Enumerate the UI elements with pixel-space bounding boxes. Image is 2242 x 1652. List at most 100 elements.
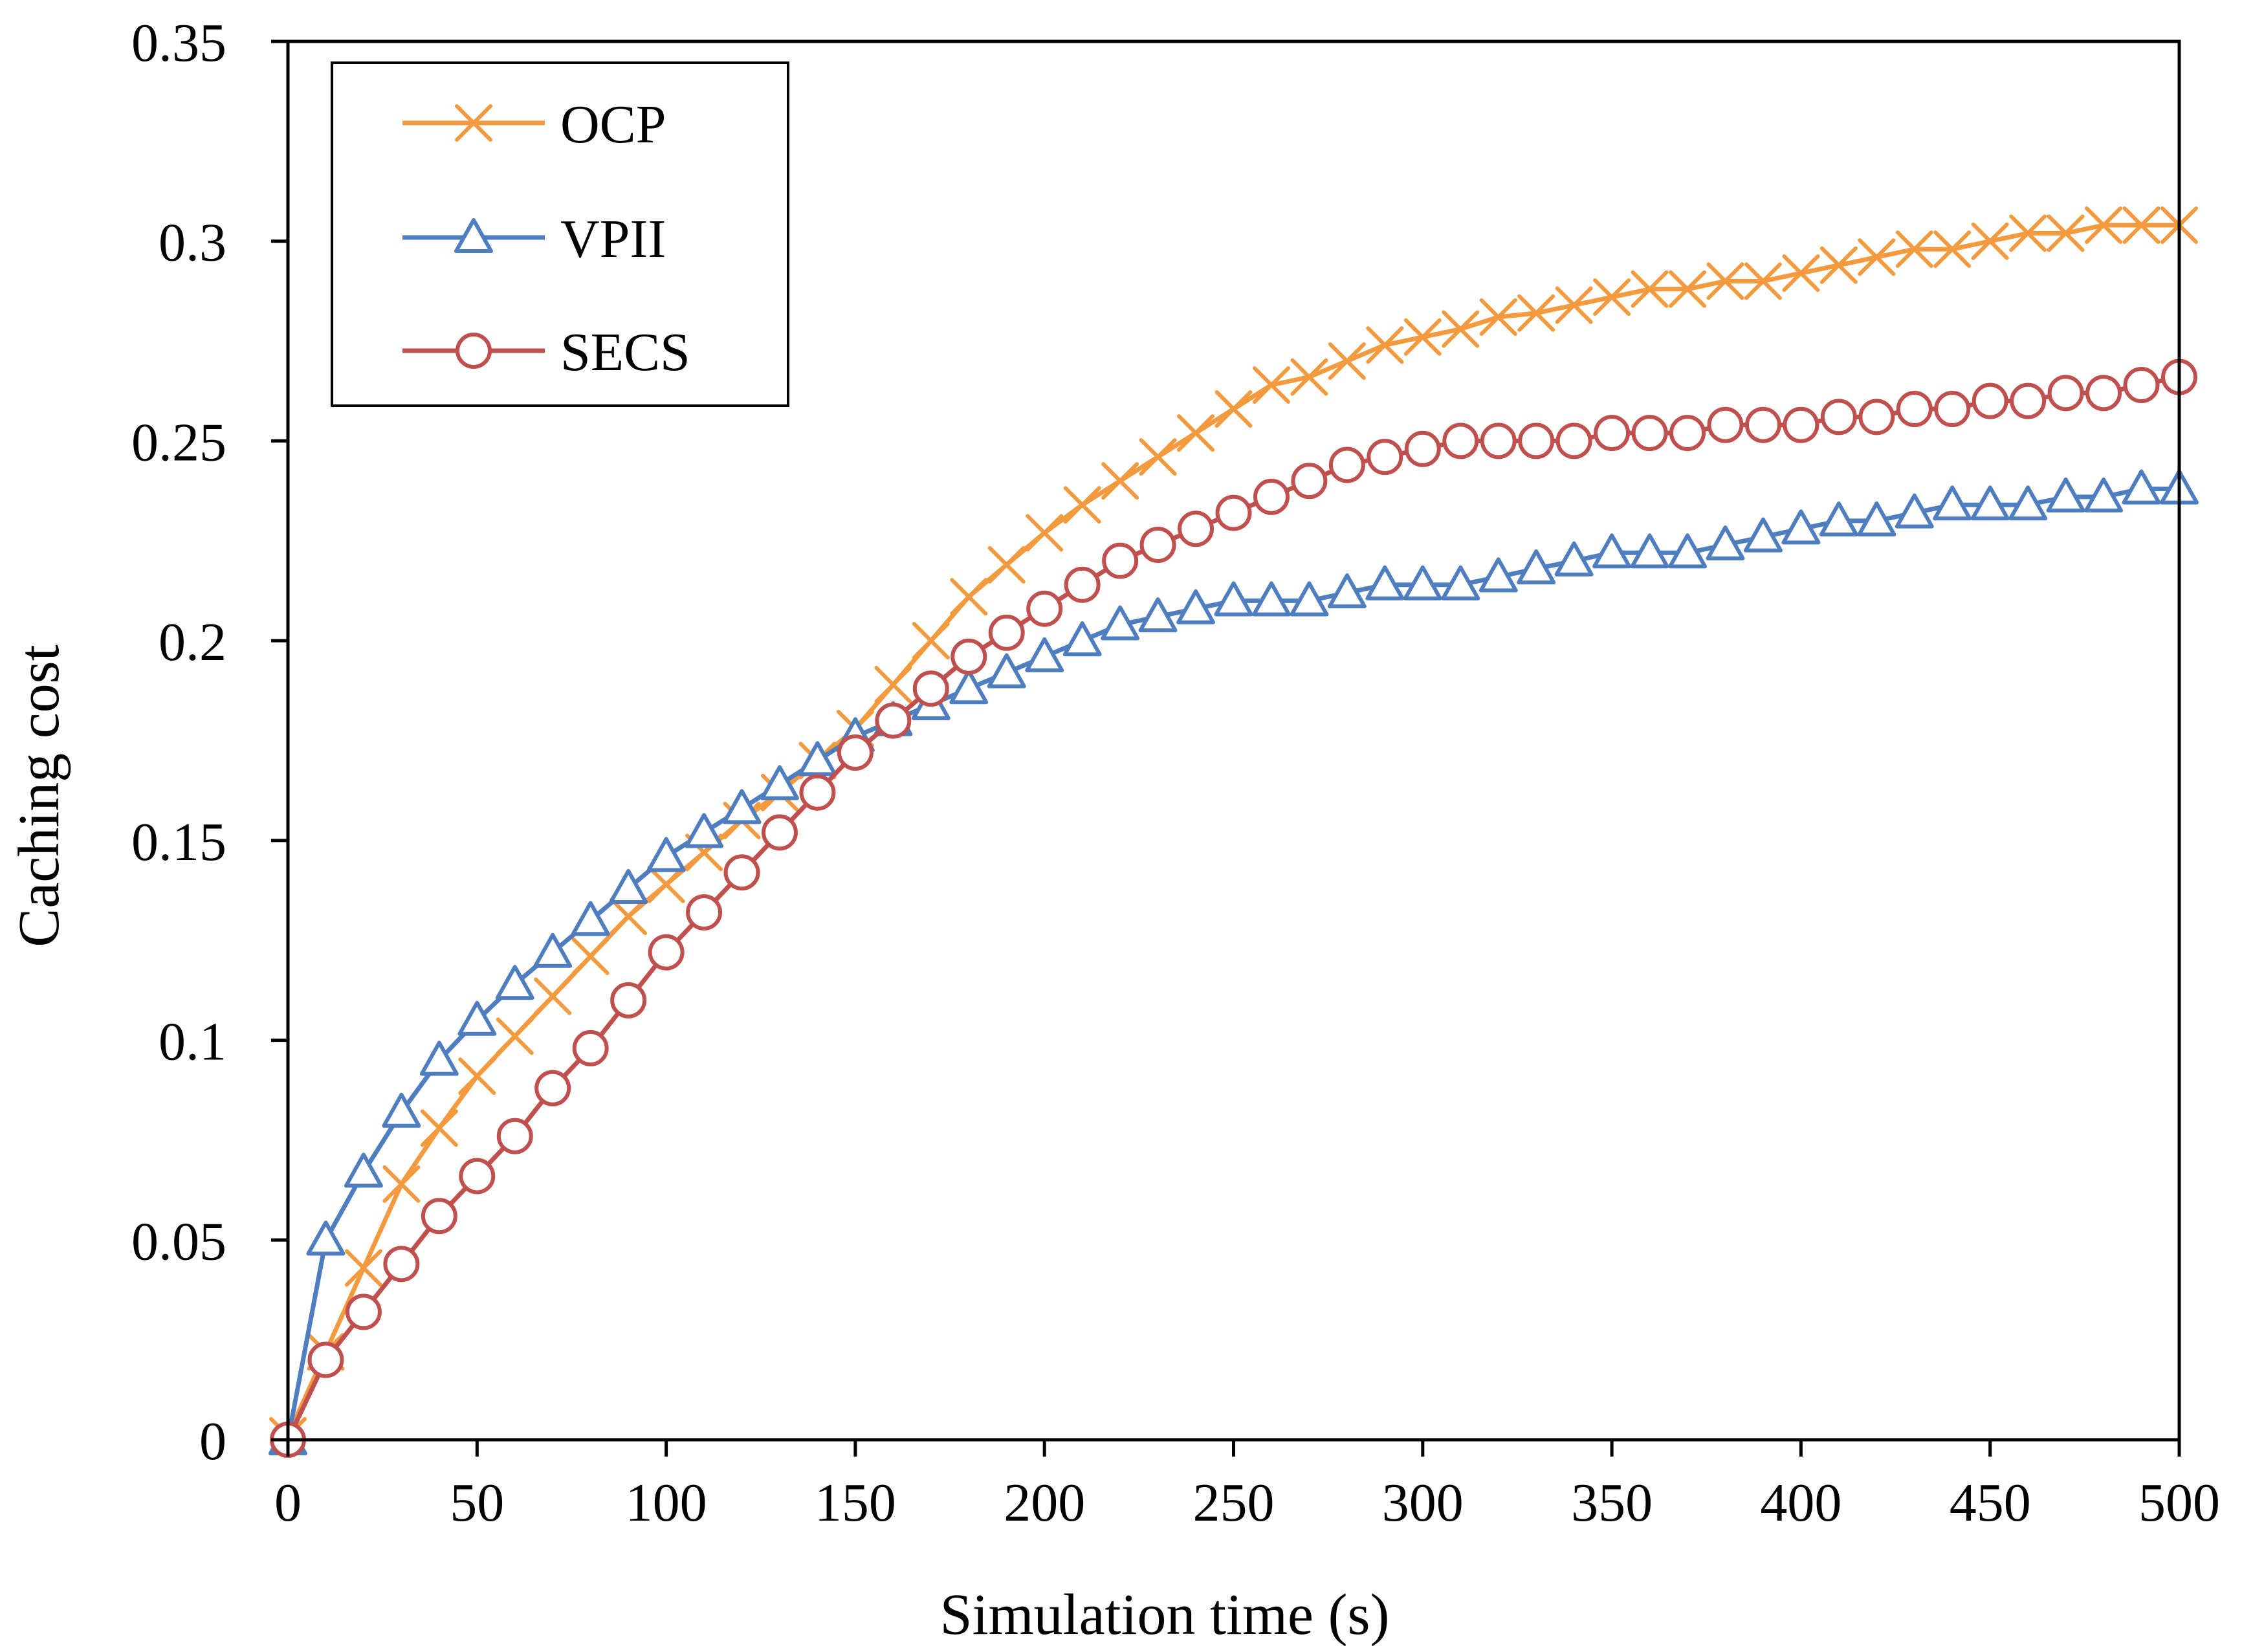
data-point-secs xyxy=(912,670,949,707)
data-point-secs xyxy=(1026,590,1063,627)
y-tick-label: 0.15 xyxy=(131,812,226,872)
legend-marker-vpii xyxy=(454,218,493,254)
data-point-secs xyxy=(1707,406,1744,443)
data-point-vpii xyxy=(760,765,799,800)
data-point-vpii xyxy=(1706,525,1745,561)
data-point-vpii xyxy=(1441,565,1480,600)
data-point-ocp xyxy=(420,1109,458,1147)
data-point-secs xyxy=(1518,423,1555,459)
data-point-vpii xyxy=(1517,549,1556,585)
data-point-secs xyxy=(572,1030,609,1066)
data-point-vpii xyxy=(2008,485,2048,521)
data-point-ocp xyxy=(382,1165,421,1203)
data-point-secs xyxy=(1631,415,1668,452)
data-point-vpii xyxy=(722,789,762,824)
data-point-secs xyxy=(610,982,647,1019)
data-point-ocp xyxy=(1971,222,2009,260)
y-tick-label: 0.3 xyxy=(159,213,226,273)
data-point-vpii xyxy=(344,1152,383,1188)
y-tick-label: 0.25 xyxy=(131,412,226,472)
data-point-secs xyxy=(1064,566,1101,603)
data-point-secs xyxy=(2010,382,2047,419)
data-point-secs xyxy=(1215,494,1252,531)
data-point-vpii xyxy=(949,669,989,705)
data-point-vpii xyxy=(2084,477,2124,512)
x-tick-label: 200 xyxy=(1004,1473,1085,1533)
data-point-vpii xyxy=(1138,597,1178,633)
data-point-vpii xyxy=(1819,501,1858,536)
series-layer xyxy=(269,206,2199,1458)
y-tick-label: 0.1 xyxy=(159,1012,226,1072)
data-point-secs xyxy=(307,1341,344,1378)
data-point-secs xyxy=(1744,406,1781,443)
data-point-ocp xyxy=(1782,254,1820,292)
data-point-ocp xyxy=(1252,366,1290,404)
data-point-ocp xyxy=(1139,438,1177,476)
data-point-ocp xyxy=(1819,246,1858,284)
data-point-vpii xyxy=(382,1092,421,1128)
data-point-ocp xyxy=(1403,318,1442,356)
data-point-secs xyxy=(534,1070,571,1107)
data-point-secs xyxy=(1555,423,1592,459)
data-point-vpii xyxy=(306,1220,346,1256)
data-point-ocp xyxy=(987,545,1026,584)
y-axis-title: Caching cost xyxy=(7,644,71,947)
data-point-vpii xyxy=(1214,581,1253,617)
data-point-vpii xyxy=(1251,581,1291,617)
data-point-secs xyxy=(496,1118,533,1154)
legend-marker-ocp xyxy=(455,104,492,142)
series-ocp xyxy=(269,206,2198,1455)
data-point-secs xyxy=(686,894,723,931)
x-tick-label: 0 xyxy=(274,1473,302,1533)
x-axis-title: Simulation time (s) xyxy=(940,1583,1390,1647)
data-point-secs xyxy=(875,702,912,739)
data-point-vpii xyxy=(1895,493,1934,529)
data-point-ocp xyxy=(1706,262,1744,300)
x-tick-label: 350 xyxy=(1571,1473,1653,1533)
data-point-vpii xyxy=(646,837,686,872)
data-point-vpii xyxy=(1176,589,1216,624)
data-point-vpii xyxy=(571,901,610,936)
data-point-secs xyxy=(837,734,874,771)
data-point-vpii xyxy=(1062,621,1102,657)
data-point-vpii xyxy=(987,653,1026,688)
data-point-ocp xyxy=(2122,206,2160,245)
data-point-secs xyxy=(421,1198,457,1235)
data-point-vpii xyxy=(1327,573,1367,609)
data-point-vpii xyxy=(2122,469,2161,505)
data-point-ocp xyxy=(1631,270,1669,308)
data-point-ocp xyxy=(2009,214,2047,252)
data-point-ocp xyxy=(1593,278,1631,316)
data-point-ocp xyxy=(1442,310,1480,348)
data-point-secs xyxy=(345,1294,382,1330)
data-point-secs xyxy=(1820,399,1857,435)
data-point-secs xyxy=(1291,463,1328,500)
data-point-secs xyxy=(1896,391,1933,428)
x-tick-label: 150 xyxy=(815,1473,896,1533)
data-point-ocp xyxy=(344,1249,382,1287)
data-point-ocp xyxy=(2085,206,2123,245)
data-point-secs xyxy=(799,774,836,811)
data-point-vpii xyxy=(1554,541,1594,577)
data-point-secs xyxy=(1972,382,2008,419)
data-point-ocp xyxy=(647,865,685,903)
data-point-ocp xyxy=(571,937,610,975)
data-point-secs xyxy=(1594,415,1631,452)
data-point-ocp xyxy=(1026,514,1064,552)
data-point-ocp xyxy=(912,622,950,660)
data-point-vpii xyxy=(1933,485,1972,521)
data-point-vpii xyxy=(1781,509,1821,545)
data-point-vpii xyxy=(1630,533,1669,569)
data-point-secs xyxy=(761,814,798,851)
data-point-secs xyxy=(459,1158,496,1195)
data-point-secs xyxy=(951,638,987,675)
data-point-secs xyxy=(1404,430,1441,467)
data-point-secs xyxy=(1102,542,1139,579)
data-point-secs xyxy=(1858,399,1895,435)
data-point-secs xyxy=(1934,391,1971,428)
data-point-vpii xyxy=(1970,485,2010,521)
data-point-vpii xyxy=(1743,517,1783,553)
data-point-ocp xyxy=(1669,270,1707,308)
data-point-secs xyxy=(1442,423,1479,459)
legend-label-ocp: OCP xyxy=(560,94,666,155)
